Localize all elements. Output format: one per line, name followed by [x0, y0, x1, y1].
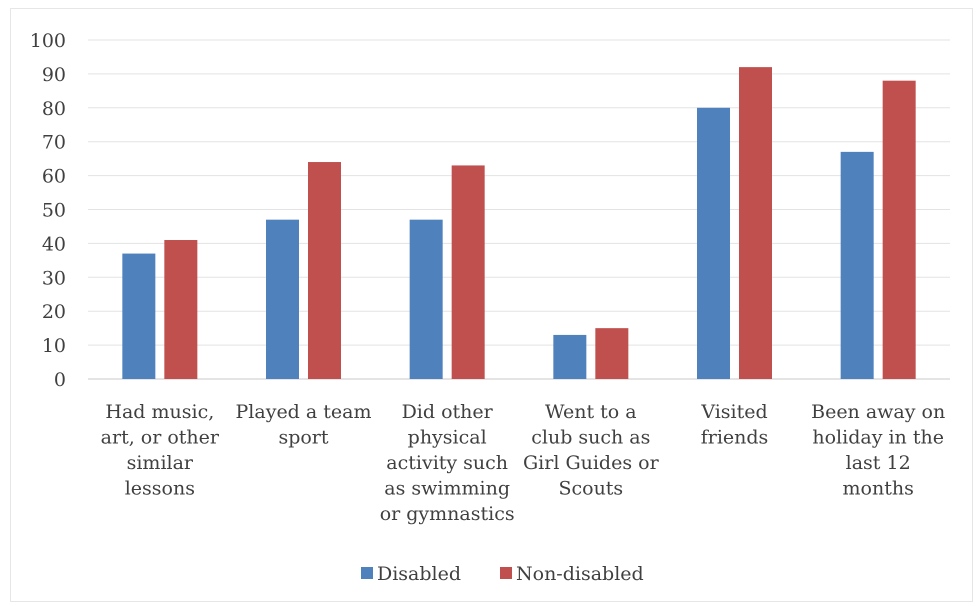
bar-disabled	[122, 253, 156, 379]
bar-non-disabled	[164, 240, 198, 379]
y-axis-ticks: 0 10 20 30 40 50 60 70 80 90 100	[30, 30, 66, 391]
x-category-label: or gymnastics	[380, 503, 515, 525]
x-category-label: holiday in the	[812, 427, 944, 449]
x-category-label: Did other	[402, 401, 494, 423]
y-tick-label: 60	[42, 166, 66, 188]
bar-non-disabled	[308, 162, 341, 379]
gridlines	[88, 39, 950, 380]
y-tick-label: 20	[42, 301, 66, 323]
x-category-label: friends	[701, 427, 769, 449]
x-category-label: activity such	[386, 452, 508, 474]
legend-label: Non-disabled	[516, 563, 644, 585]
legend: Disabled Non-disabled	[361, 563, 644, 585]
bar-non-disabled	[739, 67, 772, 380]
x-category-label: club such as	[531, 427, 650, 449]
bar-non-disabled	[451, 165, 485, 379]
y-tick-label: 70	[42, 132, 66, 154]
bar-disabled	[697, 107, 730, 380]
y-tick-label: 40	[42, 233, 66, 255]
legend-swatch	[500, 567, 512, 579]
x-category-label: lessons	[125, 478, 195, 500]
x-category-label: Visited	[700, 401, 767, 423]
bar-disabled	[409, 219, 443, 379]
bar-disabled	[266, 219, 299, 379]
x-category-label: Scouts	[558, 478, 623, 500]
y-tick-label: 10	[42, 335, 66, 357]
x-axis-labels: Had music, art, or other similar lessons Pla…	[101, 401, 946, 525]
y-tick-label: 0	[54, 369, 66, 391]
y-tick-label: 30	[42, 267, 66, 289]
x-category-label: last 12	[846, 452, 911, 474]
x-category-label: art, or other	[101, 427, 220, 449]
bar-non-disabled	[595, 328, 629, 379]
y-tick-label: 100	[30, 30, 66, 52]
legend-swatch	[361, 567, 373, 579]
x-category-label: sport	[278, 427, 328, 449]
x-category-label: physical	[408, 427, 487, 449]
x-category-label: as swimming	[384, 478, 510, 500]
y-tick-label: 50	[42, 200, 66, 222]
x-category-label: Girl Guides or	[523, 452, 660, 474]
x-category-label: Played a team	[236, 401, 372, 423]
legend-label: Disabled	[377, 563, 461, 585]
x-category-label: Been away on	[811, 401, 945, 423]
y-tick-label: 90	[42, 64, 66, 86]
x-category-label: months	[843, 478, 914, 500]
bars	[122, 67, 916, 380]
chart-frame	[10, 8, 973, 602]
x-category-label: Had music,	[105, 401, 214, 423]
x-category-label: similar	[127, 452, 194, 474]
y-tick-label: 80	[42, 98, 66, 120]
bar-non-disabled	[882, 80, 916, 380]
x-category-label: Went to a	[545, 401, 637, 423]
bar-disabled	[840, 151, 874, 379]
bar-disabled	[553, 334, 587, 379]
